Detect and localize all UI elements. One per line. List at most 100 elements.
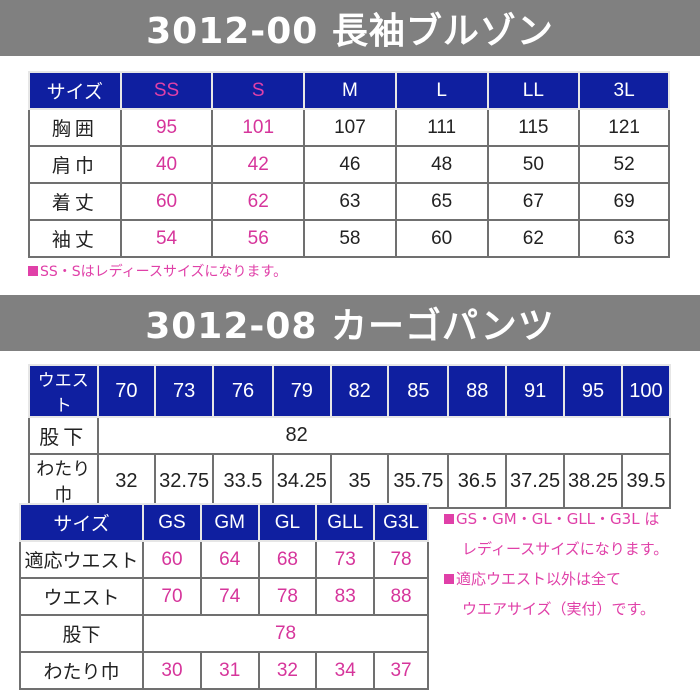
header-cell: 100 xyxy=(620,364,672,418)
inseam-value: 78 xyxy=(142,614,429,653)
header-cell-size: サイズ xyxy=(18,503,145,542)
table-cell: 60 xyxy=(394,219,489,258)
note-line: レディースサイズになります。 xyxy=(444,534,700,564)
table-cell: 70 xyxy=(142,577,202,616)
table-cell: 52 xyxy=(578,145,670,184)
table-cell: 58 xyxy=(303,219,397,258)
table-cell: 78 xyxy=(373,540,429,579)
header-cell: 76 xyxy=(212,364,274,418)
header-cell: 95 xyxy=(563,364,623,418)
table-cell: 31 xyxy=(199,651,260,690)
note-text: ウエアサイズ（実付）です。 xyxy=(462,600,656,618)
table-cell: 34.25 xyxy=(271,453,332,509)
note-text: 適応ウエスト以外は全て xyxy=(456,570,622,588)
table-row: わたり巾 30 31 32 34 37 xyxy=(18,651,429,690)
table-cell: 67 xyxy=(486,182,581,221)
pink-square-icon xyxy=(444,574,454,584)
note-text: レディースサイズになります。 xyxy=(462,540,669,558)
pink-square-icon xyxy=(444,514,454,524)
table-cell: 35.75 xyxy=(387,453,450,509)
row-label: ウエスト xyxy=(18,577,145,616)
header-cell-3l: 3L xyxy=(578,71,670,110)
header-cell-m: M xyxy=(303,71,397,110)
table-cell: 60 xyxy=(119,182,214,221)
table-cell: 68 xyxy=(257,540,318,579)
inseam-value: 82 xyxy=(96,416,672,455)
pants-notes: GS・GM・GL・GLL・G3L は レディースサイズになります。 適応ウエスト… xyxy=(444,504,700,624)
header-cell: 73 xyxy=(154,364,215,418)
header-cell-ll: LL xyxy=(486,71,581,110)
table-cell: 36.5 xyxy=(447,453,508,509)
header-cell: 82 xyxy=(329,364,390,418)
table-cell: 65 xyxy=(394,182,489,221)
table-cell: 37.25 xyxy=(505,453,566,509)
table-header-row: サイズ SS S M L LL 3L xyxy=(28,71,670,110)
header-cell-l: L xyxy=(394,71,489,110)
header-cell-size: サイズ xyxy=(28,71,122,110)
header-cell-waist: ウエスト xyxy=(28,364,99,418)
pants-title-banner: 3012-08 カーゴパンツ xyxy=(0,295,700,351)
table-cell: 30 xyxy=(142,651,202,690)
table-cell: 60 xyxy=(142,540,202,579)
header-cell-gll: GLL xyxy=(315,503,376,542)
header-cell-gm: GM xyxy=(199,503,260,542)
note-text: GS・GM・GL・GLL・G3L は xyxy=(456,510,660,528)
table-cell: 32 xyxy=(96,453,157,509)
row-label: わたり巾 xyxy=(18,651,145,690)
pants-waist-table: ウエスト 70 73 76 79 82 85 88 91 95 100 股下 8… xyxy=(28,364,672,509)
table-cell: 78 xyxy=(257,577,318,616)
header-cell: 85 xyxy=(387,364,450,418)
pants-title: 3012-08 カーゴパンツ xyxy=(145,306,555,347)
table-cell: 62 xyxy=(211,182,306,221)
table-row: 適応ウエスト 60 64 68 73 78 xyxy=(18,540,429,579)
table-cell: 32 xyxy=(257,651,318,690)
table-cell: 33.5 xyxy=(212,453,274,509)
table-cell: 38.25 xyxy=(563,453,623,509)
table-row: 股下 82 xyxy=(28,416,672,455)
header-cell: 91 xyxy=(505,364,566,418)
table-cell: 63 xyxy=(303,182,397,221)
table-cell: 115 xyxy=(486,108,581,147)
jacket-title-banner: 3012-00 長袖ブルゾン xyxy=(0,0,700,56)
table-cell: 46 xyxy=(303,145,397,184)
row-label: 胸囲 xyxy=(28,108,122,147)
table-row: 股下 78 xyxy=(18,614,429,653)
table-cell: 101 xyxy=(211,108,306,147)
header-cell-gl: GL xyxy=(257,503,318,542)
note-line: GS・GM・GL・GLL・G3L は xyxy=(444,504,700,534)
row-label: 袖丈 xyxy=(28,219,122,258)
table-row: ウエスト 70 74 78 83 88 xyxy=(18,577,429,616)
table-cell: 32.75 xyxy=(154,453,215,509)
table-cell: 50 xyxy=(486,145,581,184)
table-row: 袖丈 54 56 58 60 62 63 xyxy=(28,219,670,258)
table-cell: 111 xyxy=(394,108,489,147)
table-row: 着丈 60 62 63 65 67 69 xyxy=(28,182,670,221)
row-label: 股下 xyxy=(28,416,99,455)
table-cell: 48 xyxy=(394,145,489,184)
row-label: 適応ウエスト xyxy=(18,540,145,579)
row-label: わたり巾 xyxy=(28,453,99,509)
table-cell: 56 xyxy=(211,219,306,258)
note-line: ウエアサイズ（実付）です。 xyxy=(444,594,700,624)
jacket-size-table: サイズ SS S M L LL 3L 胸囲 95 101 107 111 115… xyxy=(28,71,670,258)
table-cell: 64 xyxy=(199,540,260,579)
row-label: 肩巾 xyxy=(28,145,122,184)
table-cell: 74 xyxy=(199,577,260,616)
table-cell: 107 xyxy=(303,108,397,147)
note-text: SS・Sはレディースサイズになります。 xyxy=(40,264,288,280)
table-cell: 95 xyxy=(119,108,214,147)
header-cell-ss: SS xyxy=(119,71,214,110)
table-cell: 73 xyxy=(315,540,376,579)
ladies-size-note: SS・Sはレディースサイズになります。 xyxy=(28,261,287,281)
table-cell: 69 xyxy=(578,182,670,221)
header-cell: 79 xyxy=(271,364,332,418)
table-cell: 63 xyxy=(578,219,670,258)
pink-square-icon xyxy=(28,266,38,276)
table-header-row: ウエスト 70 73 76 79 82 85 88 91 95 100 xyxy=(28,364,672,418)
table-header-row: サイズ GS GM GL GLL G3L xyxy=(18,503,429,542)
header-cell-s: S xyxy=(211,71,306,110)
header-cell: 88 xyxy=(447,364,508,418)
row-label: 股下 xyxy=(18,614,145,653)
table-row: わたり巾 32 32.75 33.5 34.25 35 35.75 36.5 3… xyxy=(28,453,672,509)
note-line: 適応ウエスト以外は全て xyxy=(444,564,700,594)
